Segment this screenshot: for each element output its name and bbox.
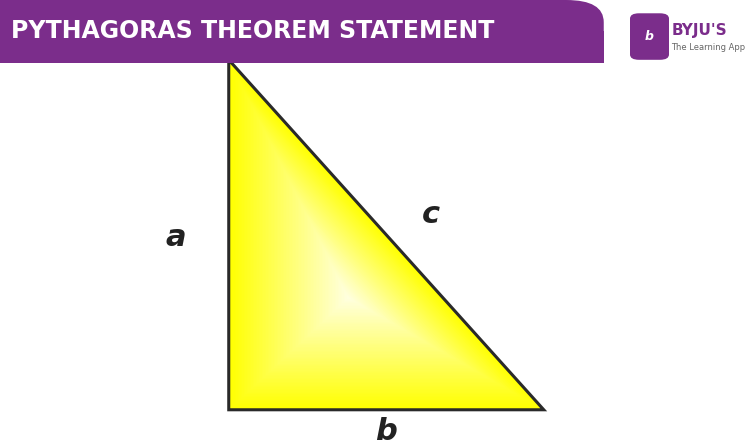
Polygon shape bbox=[298, 197, 431, 346]
Polygon shape bbox=[257, 117, 497, 383]
Polygon shape bbox=[340, 280, 363, 306]
Polygon shape bbox=[233, 69, 536, 406]
Polygon shape bbox=[344, 289, 355, 302]
Polygon shape bbox=[290, 182, 444, 352]
Polygon shape bbox=[286, 173, 451, 357]
Polygon shape bbox=[299, 200, 429, 344]
Text: The Learning App: The Learning App bbox=[671, 43, 746, 51]
Text: PYTHAGORAS THEOREM STATEMENT: PYTHAGORAS THEOREM STATEMENT bbox=[11, 19, 495, 43]
Polygon shape bbox=[232, 66, 538, 407]
Polygon shape bbox=[277, 155, 466, 365]
Polygon shape bbox=[275, 152, 468, 366]
Polygon shape bbox=[316, 232, 402, 329]
Polygon shape bbox=[328, 256, 382, 317]
Polygon shape bbox=[266, 134, 483, 375]
Polygon shape bbox=[280, 161, 460, 362]
Polygon shape bbox=[302, 206, 424, 341]
Polygon shape bbox=[326, 253, 385, 319]
Polygon shape bbox=[314, 229, 404, 330]
Polygon shape bbox=[248, 98, 512, 392]
Polygon shape bbox=[239, 81, 526, 400]
Polygon shape bbox=[272, 146, 473, 369]
Polygon shape bbox=[323, 247, 390, 322]
Polygon shape bbox=[238, 78, 529, 401]
Polygon shape bbox=[241, 84, 524, 399]
Polygon shape bbox=[317, 235, 400, 327]
Polygon shape bbox=[289, 179, 446, 354]
Text: b: b bbox=[645, 30, 654, 43]
FancyBboxPatch shape bbox=[0, 0, 604, 63]
Polygon shape bbox=[293, 188, 439, 350]
Polygon shape bbox=[242, 86, 522, 397]
Polygon shape bbox=[301, 202, 427, 342]
Polygon shape bbox=[337, 274, 368, 309]
Text: b: b bbox=[375, 417, 398, 443]
Polygon shape bbox=[310, 221, 412, 334]
Polygon shape bbox=[244, 89, 519, 396]
Polygon shape bbox=[296, 194, 434, 347]
Polygon shape bbox=[250, 101, 509, 390]
Polygon shape bbox=[343, 286, 358, 303]
Polygon shape bbox=[253, 107, 505, 387]
Polygon shape bbox=[322, 244, 392, 323]
Polygon shape bbox=[319, 238, 398, 326]
Polygon shape bbox=[313, 226, 407, 331]
Polygon shape bbox=[334, 268, 373, 312]
Polygon shape bbox=[335, 271, 370, 311]
Polygon shape bbox=[325, 250, 388, 320]
Polygon shape bbox=[320, 241, 394, 324]
Polygon shape bbox=[304, 209, 422, 340]
Polygon shape bbox=[331, 262, 378, 315]
Polygon shape bbox=[281, 164, 458, 361]
Polygon shape bbox=[287, 176, 448, 355]
Polygon shape bbox=[245, 93, 517, 394]
Polygon shape bbox=[236, 75, 532, 403]
Polygon shape bbox=[271, 143, 476, 371]
Polygon shape bbox=[307, 214, 417, 337]
Polygon shape bbox=[247, 96, 514, 393]
Polygon shape bbox=[347, 295, 351, 299]
Polygon shape bbox=[235, 72, 534, 404]
Polygon shape bbox=[308, 218, 414, 336]
Polygon shape bbox=[338, 277, 365, 307]
Polygon shape bbox=[268, 137, 480, 373]
Polygon shape bbox=[262, 125, 490, 379]
Polygon shape bbox=[292, 185, 441, 351]
Text: c: c bbox=[422, 200, 440, 229]
Polygon shape bbox=[256, 113, 500, 385]
Polygon shape bbox=[251, 105, 507, 389]
Polygon shape bbox=[259, 119, 495, 382]
Polygon shape bbox=[263, 128, 488, 377]
Polygon shape bbox=[346, 292, 353, 301]
Polygon shape bbox=[341, 283, 361, 305]
Bar bbox=[0, 0, 38, 63]
Polygon shape bbox=[284, 170, 454, 358]
Polygon shape bbox=[260, 122, 493, 381]
Text: a: a bbox=[166, 222, 187, 252]
Polygon shape bbox=[230, 63, 542, 408]
Polygon shape bbox=[311, 223, 410, 333]
Polygon shape bbox=[332, 265, 375, 313]
Bar bbox=[0, 0, 362, 63]
Polygon shape bbox=[305, 211, 419, 338]
Polygon shape bbox=[265, 131, 485, 376]
Polygon shape bbox=[278, 158, 464, 364]
Text: BYJU'S: BYJU'S bbox=[671, 23, 727, 38]
Polygon shape bbox=[283, 167, 456, 359]
Polygon shape bbox=[274, 149, 470, 368]
Polygon shape bbox=[229, 60, 544, 410]
FancyBboxPatch shape bbox=[630, 13, 669, 60]
Polygon shape bbox=[269, 140, 478, 372]
Polygon shape bbox=[295, 190, 436, 348]
Bar bbox=[0, 31, 604, 63]
Polygon shape bbox=[329, 259, 380, 316]
Polygon shape bbox=[254, 110, 502, 386]
